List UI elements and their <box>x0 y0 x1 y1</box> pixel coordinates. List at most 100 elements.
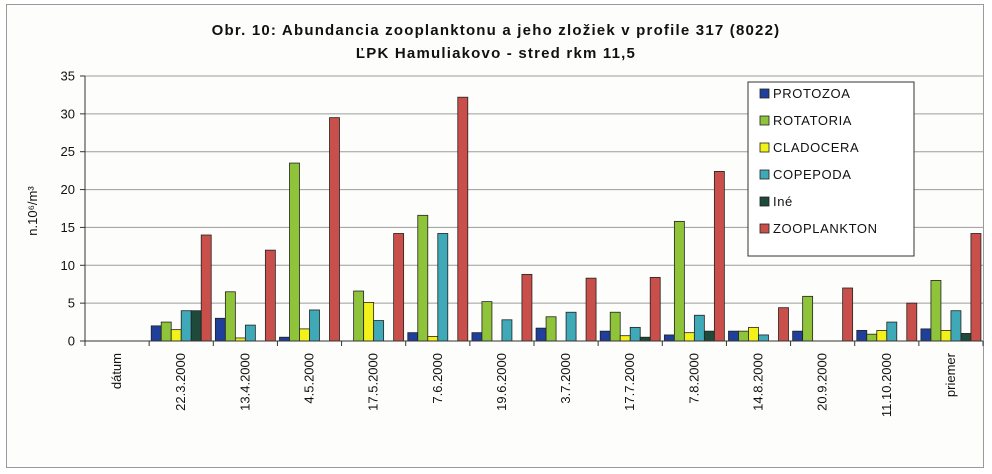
y-tick-label: 0 <box>68 334 75 349</box>
legend-swatch <box>759 142 770 153</box>
bar-rotatoria-1 <box>160 321 172 342</box>
y-tick-label: 15 <box>61 220 75 235</box>
legend-swatch <box>759 223 770 234</box>
legend-label: COPEPODA <box>773 167 851 182</box>
bar-copepoda-3 <box>309 309 320 342</box>
bar-zooplankton-2 <box>264 249 276 342</box>
bar-copepoda-10 <box>758 334 769 342</box>
legend-swatch <box>759 115 770 126</box>
bar-zooplankton-11 <box>842 287 854 342</box>
bar-rotatoria-3 <box>289 162 300 342</box>
y-tick-label: 25 <box>61 144 75 159</box>
bar-zooplankton-7 <box>585 277 597 342</box>
bar-cladocera-13 <box>940 329 952 342</box>
x-tick-label: 20.9.2000 <box>815 353 830 411</box>
y-axis-label: n.10⁶/m³ <box>25 186 40 236</box>
bar-zooplankton-5 <box>457 96 469 342</box>
bar-zooplankton-6 <box>521 273 533 342</box>
bar-in--1 <box>190 310 202 342</box>
legend-label: CLADOCERA <box>773 140 859 155</box>
chart-subtitle: ĽPK Hamuliakovo - stred rkm 11,5 <box>356 45 636 62</box>
axis-layer: 0 5 10 15 20 25 30 35 dátum 22.3.2000 13.4.2000 4.5… <box>61 69 984 417</box>
bar-zooplankton-12 <box>906 302 918 342</box>
bar-rotatoria-5 <box>417 214 429 342</box>
bar-cladocera-3 <box>299 328 310 342</box>
bar-copepoda-7 <box>565 311 577 342</box>
bar-protozoa-5 <box>407 332 419 342</box>
bar-copepoda-9 <box>693 314 705 342</box>
x-tick-label: dátum <box>109 353 124 389</box>
bar-rotatoria-12 <box>866 333 878 342</box>
bar-copepoda-13 <box>950 310 962 342</box>
bar-rotatoria-2 <box>224 291 236 342</box>
bar-cladocera-8 <box>619 335 631 342</box>
legend-label: ZOOPLANKTON <box>773 221 878 236</box>
bar-zooplankton-8 <box>649 276 661 342</box>
bar-in--9 <box>703 330 715 342</box>
bar-cladocera-4 <box>363 301 375 342</box>
bar-copepoda-2 <box>244 324 256 342</box>
legend-box <box>747 81 915 257</box>
bar-copepoda-1 <box>180 310 192 342</box>
y-tick-label: 20 <box>61 182 75 197</box>
legend-swatch <box>759 169 770 180</box>
bar-protozoa-1 <box>150 325 162 342</box>
y-tick-label: 5 <box>68 296 75 311</box>
bar-rotatoria-11 <box>802 295 814 342</box>
bar-cladocera-9 <box>683 332 695 342</box>
bar-protozoa-6 <box>471 332 483 342</box>
chart-frame: Obr. 10: Abundancia zooplanktonu a jeho … <box>6 4 984 468</box>
y-tick-label: 30 <box>61 106 75 121</box>
bar-zooplankton-3 <box>329 117 340 342</box>
x-tick-label: 3.7.2000 <box>558 353 573 404</box>
x-tick-label: 19.6.2000 <box>494 353 509 411</box>
x-tick-label: priemer <box>943 352 958 397</box>
chart-title: Obr. 10: Abundancia zooplanktonu a jeho … <box>212 22 781 39</box>
bar-protozoa-2 <box>214 317 226 342</box>
y-tick-label: 10 <box>61 258 75 273</box>
bar-rotatoria-9 <box>673 220 685 342</box>
bars-layer <box>150 96 982 342</box>
bar-protozoa-7 <box>535 327 547 342</box>
legend-label: Iné <box>773 194 793 209</box>
x-tick-label: 22.3.2000 <box>173 353 188 411</box>
bar-zooplankton-10 <box>778 307 789 342</box>
bar-rotatoria-7 <box>545 316 557 342</box>
bar-zooplankton-13 <box>970 233 982 342</box>
bar-copepoda-5 <box>437 233 449 342</box>
bar-cladocera-10 <box>748 326 759 342</box>
bar-rotatoria-6 <box>481 301 493 342</box>
x-tick-label: 17.7.2000 <box>622 353 637 411</box>
legend-swatch <box>759 196 770 207</box>
grid-layer <box>85 75 983 304</box>
bar-protozoa-10 <box>728 330 739 342</box>
bar-protozoa-3 <box>279 336 290 342</box>
bar-zooplankton-4 <box>393 233 405 342</box>
bar-rotatoria-10 <box>738 330 749 342</box>
bar-cladocera-1 <box>170 329 182 342</box>
x-tick-label: 7.6.2000 <box>430 353 445 404</box>
bar-protozoa-8 <box>599 330 611 342</box>
bar-cladocera-12 <box>876 329 888 342</box>
legend-label: PROTOZOA <box>773 86 851 101</box>
bar-protozoa-12 <box>856 329 868 342</box>
bar-zooplankton-1 <box>200 234 212 342</box>
y-tick-label: 35 <box>61 69 75 84</box>
bar-protozoa-9 <box>663 334 675 342</box>
bar-copepoda-4 <box>373 320 385 342</box>
bar-rotatoria-4 <box>353 290 365 342</box>
x-tick-label: 17.5.2000 <box>366 353 381 411</box>
x-tick-label: 7.8.2000 <box>686 353 701 404</box>
bar-copepoda-12 <box>886 321 898 342</box>
bar-copepoda-6 <box>501 319 513 342</box>
chart: Obr. 10: Abundancia zooplanktonu a jeho … <box>25 22 984 417</box>
bar-rotatoria-13 <box>930 280 942 342</box>
bar-cladocera-5 <box>427 336 439 342</box>
x-tick-label: 11.10.2000 <box>879 353 894 417</box>
bar-protozoa-13 <box>920 328 932 342</box>
bar-in--13 <box>960 333 972 342</box>
legend-label: ROTATORIA <box>773 113 852 128</box>
bar-copepoda-8 <box>629 326 641 342</box>
x-tick-label: 4.5.2000 <box>302 353 317 404</box>
bar-rotatoria-8 <box>609 311 621 342</box>
